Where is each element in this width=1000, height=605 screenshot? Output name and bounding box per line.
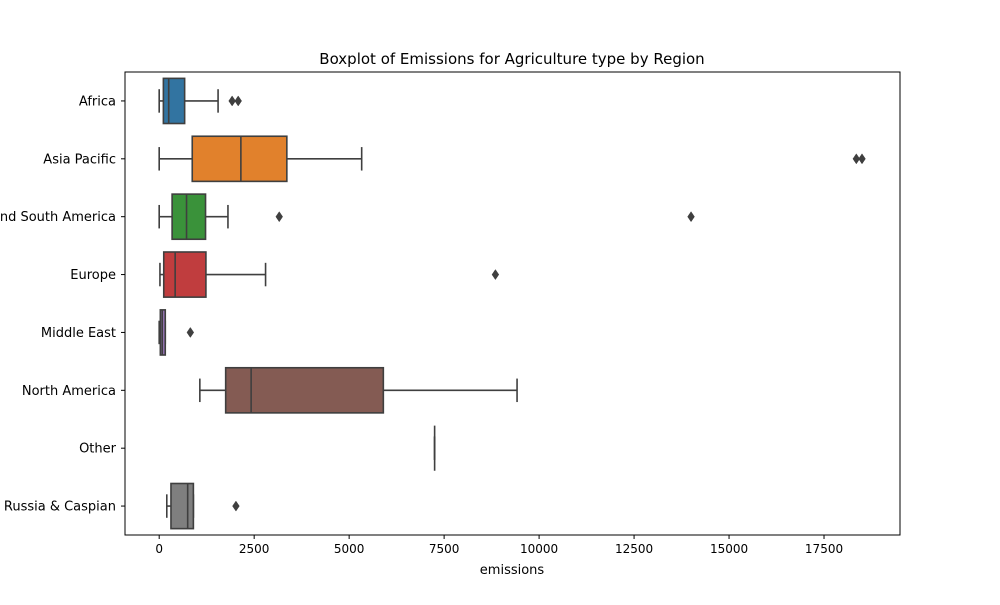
x-axis-label: emissions: [480, 563, 545, 578]
box: [170, 482, 195, 530]
outlier-point: [234, 95, 242, 107]
outlier-point: [186, 326, 195, 338]
outlier-point: [228, 95, 236, 107]
x-tick-label: 17500: [805, 542, 843, 556]
box: [162, 251, 207, 298]
y-tick-label: Russia & Caspian: [4, 500, 116, 515]
y-tick-label: Asia Pacific: [43, 152, 116, 167]
x-tick-label: 5000: [334, 542, 365, 556]
box: [171, 193, 207, 241]
outlier-point: [275, 211, 283, 223]
box: [191, 135, 288, 183]
x-tick-label: 15000: [710, 542, 748, 556]
y-tick-label: Middle East: [41, 326, 116, 341]
x-tick-label: 12500: [615, 542, 653, 556]
outlier-point: [852, 153, 861, 165]
outlier-point: [687, 211, 695, 223]
outlier-point: [232, 500, 240, 512]
x-tick-label: 7500: [429, 542, 460, 556]
x-tick-label: 10000: [520, 542, 558, 556]
x-tick-label: 2500: [239, 542, 270, 556]
box: [224, 366, 385, 414]
y-tick-label: Europe: [70, 268, 116, 283]
plot-layer: 0 2500 5000 7500 10000 12500 15000 17500 Africa A…: [0, 71, 901, 556]
box: [162, 77, 186, 125]
y-tick-label: Central and South America: [0, 210, 116, 225]
y-tick-label: Other: [79, 442, 117, 457]
y-tick-label: Africa: [79, 94, 116, 109]
outlier-point: [858, 153, 866, 165]
chart-title: Boxplot of Emissions for Agriculture typ…: [319, 50, 704, 68]
y-tick-label: North America: [22, 384, 116, 399]
x-tick-label: 0: [155, 542, 163, 556]
plot-frame: [124, 71, 901, 536]
outlier-point: [491, 269, 500, 281]
